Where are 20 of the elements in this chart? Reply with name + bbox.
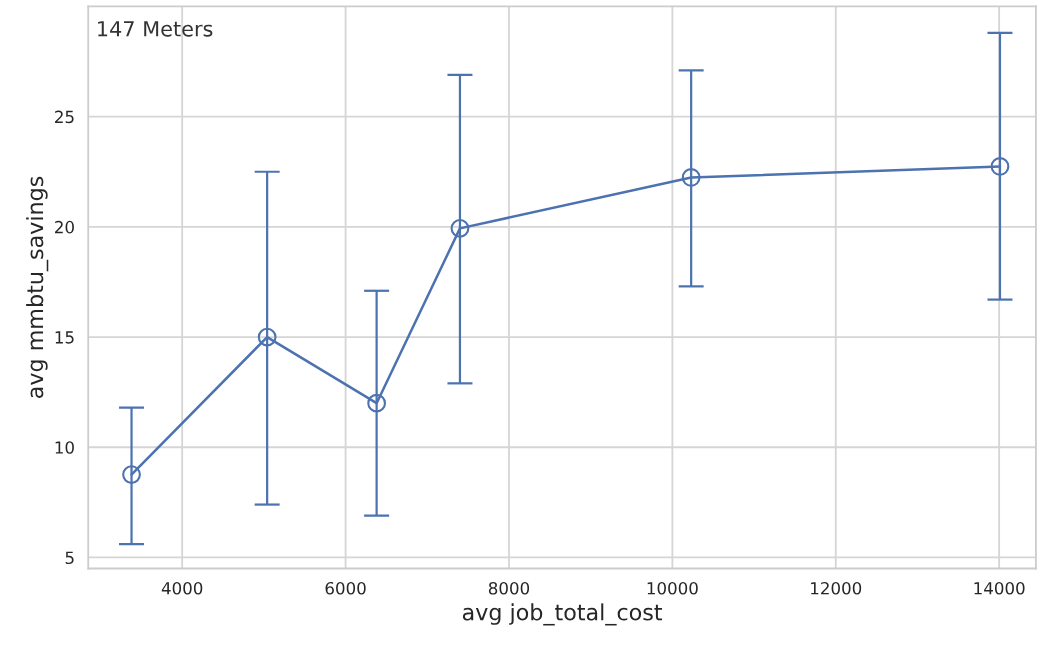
x-tick-label: 6000: [325, 581, 366, 595]
y-tick-label: 15: [55, 331, 74, 344]
x-tick-label: 10000: [647, 581, 698, 595]
x-axis-title: avg job_total_cost: [462, 603, 663, 626]
x-tick-label: 14000: [974, 581, 1025, 595]
point: [990, 157, 1010, 176]
x-tick-label: 8000: [488, 581, 530, 595]
y-tick-label: 5: [65, 551, 74, 565]
y-tick-label: 20: [55, 220, 74, 234]
point: [681, 168, 701, 187]
x-tick-label: 12000: [811, 581, 862, 595]
y-tick-label: 25: [55, 110, 74, 124]
point: [257, 327, 277, 347]
y-tick-label: 10: [55, 441, 74, 454]
annotation: 147 Meters: [98, 21, 213, 37]
y-axis-title: avg mmbtu_savings: [26, 176, 49, 398]
x-tick-label: 4000: [161, 581, 203, 595]
point: [450, 219, 470, 238]
point: [122, 465, 141, 484]
point: [367, 393, 386, 413]
